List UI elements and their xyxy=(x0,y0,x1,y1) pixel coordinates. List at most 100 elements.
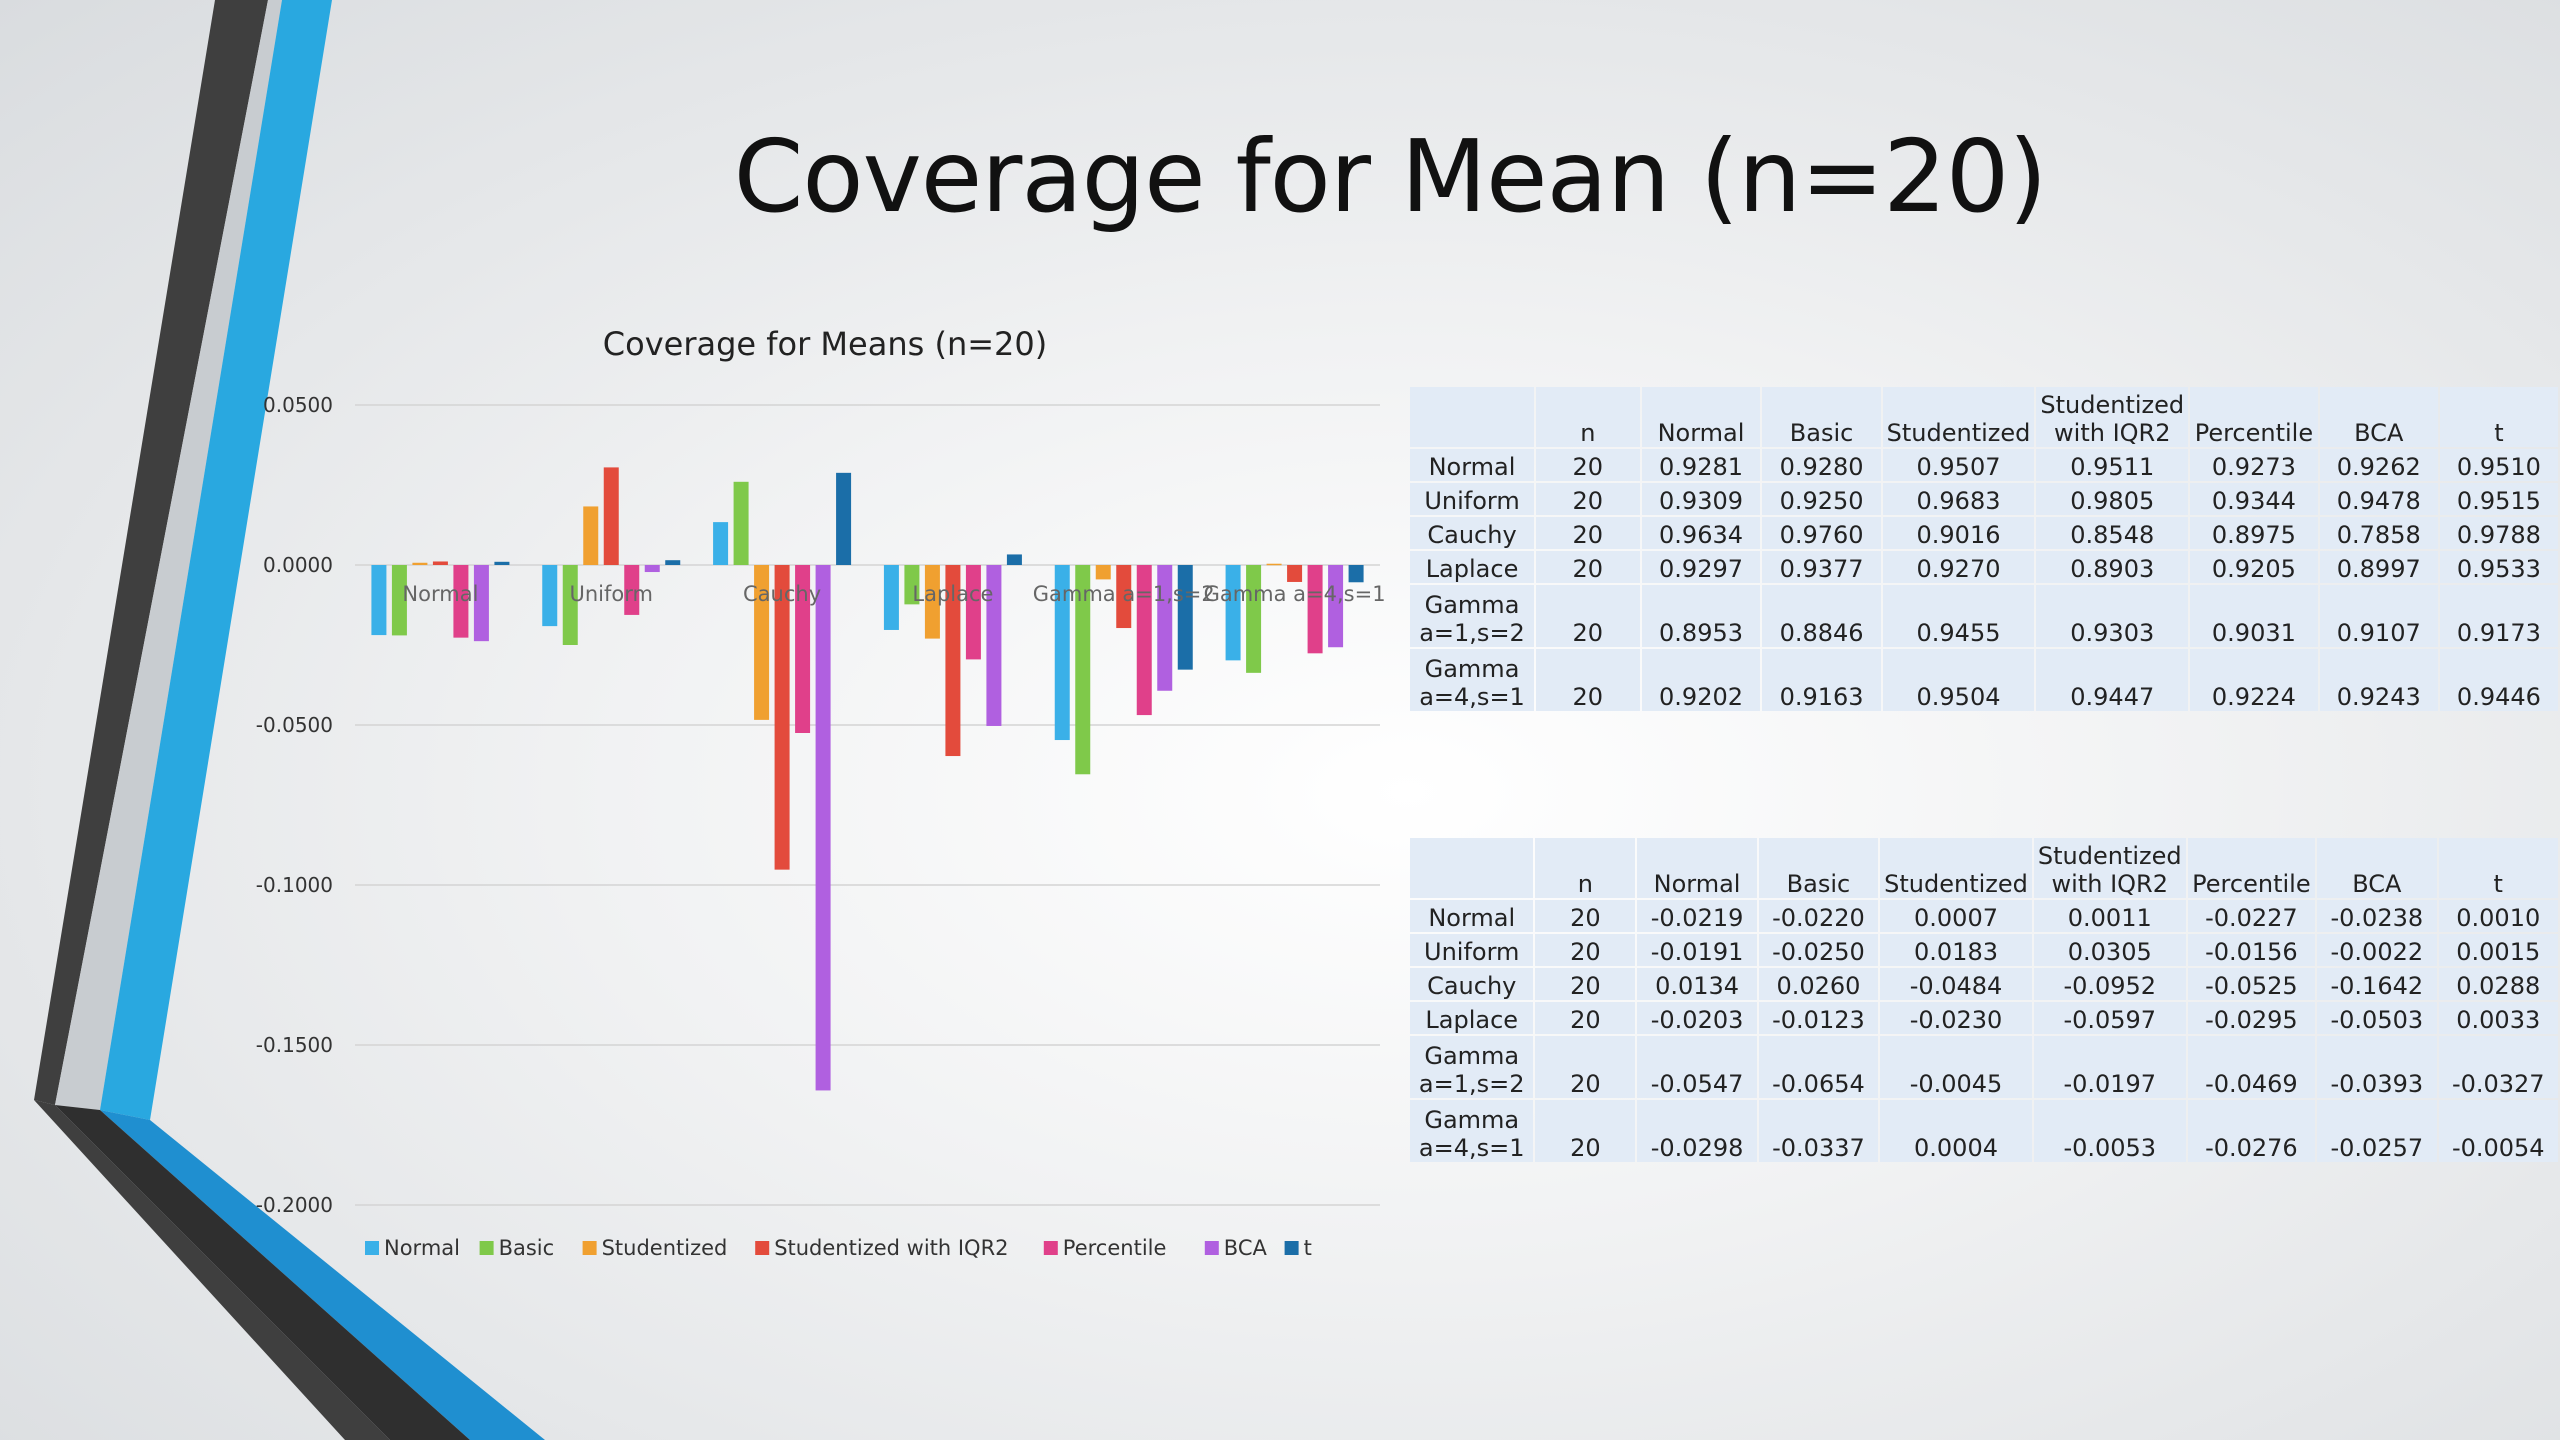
value-cell: 0.9273 xyxy=(2190,449,2318,481)
value-cell: -0.0197 xyxy=(2033,1036,2186,1098)
value-cell: 0.9224 xyxy=(2190,649,2318,711)
value-cell: 0.0183 xyxy=(1880,934,2032,966)
column-header: n xyxy=(1535,838,1636,898)
column-header: Studentized xyxy=(1880,838,2032,898)
legend-label: Studentized with IQR2 xyxy=(774,1236,1008,1260)
bar-bca xyxy=(986,565,1002,726)
value-cell: 0.0010 xyxy=(2438,900,2558,932)
bar-t xyxy=(1177,565,1193,670)
table-row: Gamma a=1,s=2 20 0.8953 0.8846 0.9455 0.9303 0… xyxy=(1410,585,2558,647)
category-label: Cauchy xyxy=(743,582,821,606)
value-cell: -0.0257 xyxy=(2317,1100,2437,1162)
value-cell: -0.1642 xyxy=(2317,968,2437,1000)
row-label: Gamma a=4,s=1 xyxy=(1410,1100,1534,1162)
value-cell: 0.0011 xyxy=(2033,900,2186,932)
value-cell: 0.9243 xyxy=(2319,649,2438,711)
light-stripe xyxy=(55,0,282,1110)
value-cell: 0.0260 xyxy=(1758,968,1879,1000)
value-cell: 0.9016 xyxy=(1882,517,2035,549)
sample-size-cell: 20 xyxy=(1536,585,1640,647)
sample-size-cell: 20 xyxy=(1536,551,1640,583)
category-label: Uniform xyxy=(570,582,653,606)
row-label: Cauchy xyxy=(1410,968,1534,1000)
value-cell: 0.9107 xyxy=(2319,585,2438,647)
value-cell: -0.0123 xyxy=(1758,1002,1879,1034)
value-cell: -0.0238 xyxy=(2317,900,2437,932)
y-tick-label: -0.1500 xyxy=(256,1033,333,1057)
row-label: Laplace xyxy=(1410,551,1535,583)
sample-size-cell: 20 xyxy=(1535,900,1636,932)
sample-size-cell: 20 xyxy=(1535,1100,1636,1162)
bar-studentized-with-iqr2 xyxy=(774,565,790,870)
bar-normal xyxy=(542,565,558,627)
column-header: Normal xyxy=(1641,387,1761,447)
column-header xyxy=(1410,387,1535,447)
table-header-row: n Normal Basic Studentized Studentized with … xyxy=(1410,387,2558,447)
column-header: Normal xyxy=(1637,838,1757,898)
value-cell: -0.0469 xyxy=(2187,1036,2316,1098)
row-label: Normal xyxy=(1410,449,1535,481)
value-cell: 0.9507 xyxy=(1882,449,2035,481)
bar-percentile xyxy=(965,565,981,660)
table-row: Cauchy 20 0.9634 0.9760 0.9016 0.8548 0.8975 0.… xyxy=(1410,517,2558,549)
value-cell: 0.8975 xyxy=(2190,517,2318,549)
value-cell: 0.9447 xyxy=(2036,649,2189,711)
value-cell: -0.0053 xyxy=(2033,1100,2186,1162)
column-header: Basic xyxy=(1762,387,1881,447)
bar-basic xyxy=(904,565,920,605)
category-label: Gamma a=4,s=1 xyxy=(1204,582,1386,606)
bar-normal xyxy=(371,565,387,636)
value-cell: -0.0525 xyxy=(2187,968,2316,1000)
bar-percentile xyxy=(1136,565,1152,716)
bar-basic xyxy=(391,565,407,636)
column-header xyxy=(1410,838,1534,898)
value-cell: 0.9309 xyxy=(1641,483,1761,515)
row-label: Uniform xyxy=(1410,934,1534,966)
value-cell: 0.9281 xyxy=(1641,449,1761,481)
column-header: BCA xyxy=(2319,387,2438,447)
column-header: t xyxy=(2438,838,2558,898)
row-label: Cauchy xyxy=(1410,517,1535,549)
chart-title: Coverage for Means (n=20) xyxy=(603,325,1047,363)
bar-normal xyxy=(1054,565,1070,741)
legend-label: BCA xyxy=(1224,1236,1268,1260)
column-header: Studentized with IQR2 xyxy=(2033,838,2186,898)
bar-bca xyxy=(815,565,831,1091)
value-cell: -0.0393 xyxy=(2317,1036,2437,1098)
table-row: Gamma a=1,s=2 20 -0.0547 -0.0654 -0.0045 -0.0… xyxy=(1410,1036,2558,1098)
value-cell: -0.0295 xyxy=(2187,1002,2316,1034)
table-row: Laplace 20 -0.0203 -0.0123 -0.0230 -0.0597 -0.… xyxy=(1410,1002,2558,1034)
value-cell: -0.0327 xyxy=(2438,1036,2558,1098)
row-label: Normal xyxy=(1410,900,1534,932)
column-header: Basic xyxy=(1758,838,1879,898)
value-cell: -0.0219 xyxy=(1637,900,1757,932)
bar-studentized xyxy=(1095,565,1111,580)
y-tick-label: 0.0000 xyxy=(263,553,333,577)
legend-label: Percentile xyxy=(1063,1236,1167,1260)
value-cell: 0.9270 xyxy=(1882,551,2035,583)
bar-normal xyxy=(713,522,729,565)
value-cell: 0.9446 xyxy=(2439,649,2558,711)
row-label: Gamma a=1,s=2 xyxy=(1410,1036,1534,1098)
blue-stripe xyxy=(100,0,332,1120)
sample-size-cell: 20 xyxy=(1535,968,1636,1000)
value-cell: 0.0033 xyxy=(2438,1002,2558,1034)
value-cell: 0.0007 xyxy=(1880,900,2032,932)
value-cell: 0.8548 xyxy=(2036,517,2189,549)
bar-t xyxy=(836,472,852,565)
bar-studentized xyxy=(1266,563,1282,566)
category-label: Gamma a=1,s=2 xyxy=(1033,582,1215,606)
value-cell: 0.8846 xyxy=(1762,585,1881,647)
legend-swatch xyxy=(365,1241,379,1255)
bar-studentized-with-iqr2 xyxy=(1287,565,1303,582)
value-cell: -0.0298 xyxy=(1637,1100,1757,1162)
bar-normal xyxy=(883,565,899,630)
y-tick-label: -0.0500 xyxy=(256,713,333,737)
table-row: Gamma a=4,s=1 20 0.9202 0.9163 0.9504 0.9447 0… xyxy=(1410,649,2558,711)
column-header: Studentized with IQR2 xyxy=(2036,387,2189,447)
value-cell: 0.9280 xyxy=(1762,449,1881,481)
legend-label: Basic xyxy=(499,1236,555,1260)
value-cell: 0.0015 xyxy=(2438,934,2558,966)
y-tick-label: 0.0500 xyxy=(263,393,333,417)
